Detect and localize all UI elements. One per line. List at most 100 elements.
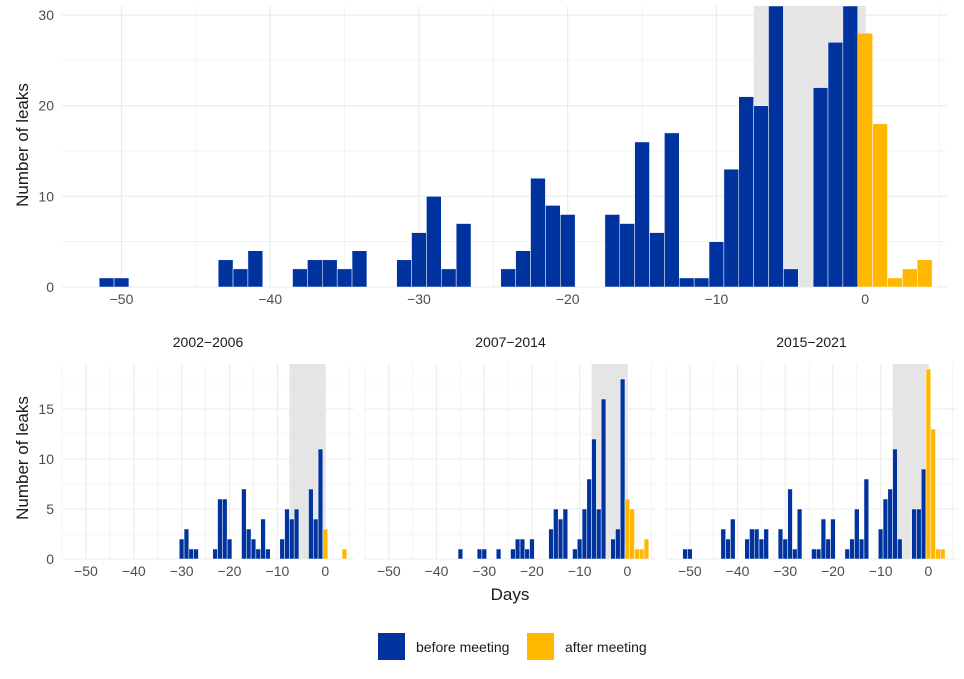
- bar-after-meeting: [634, 548, 640, 560]
- y-tick-label: 20: [38, 98, 54, 114]
- y-axis-title-bottom: Number of leaks: [13, 396, 32, 520]
- bar-before-meeting: [572, 548, 578, 560]
- x-tick-label: −30: [472, 563, 496, 579]
- bar-before-meeting: [753, 105, 769, 288]
- bar-before-meeting: [720, 528, 726, 560]
- bar-before-meeting: [515, 538, 521, 560]
- bar-before-meeting: [351, 250, 368, 288]
- x-tick-label: −10: [266, 563, 290, 579]
- bar-before-meeting: [545, 205, 561, 288]
- bar-before-meeting: [336, 268, 353, 288]
- bar-before-meeting: [679, 277, 695, 288]
- bar-before-meeting: [265, 548, 271, 560]
- bar-after-meeting: [925, 368, 932, 560]
- y-tick-label: 5: [46, 501, 54, 517]
- bar-before-meeting: [510, 548, 516, 560]
- bar-before-meeting: [796, 508, 803, 560]
- x-tick-label: 0: [861, 291, 869, 307]
- bar-before-meeting: [610, 538, 616, 560]
- bar-before-meeting: [396, 259, 412, 288]
- bar-after-meeting: [917, 259, 933, 288]
- legend-swatch-after: [527, 633, 554, 660]
- bar-before-meeting: [892, 448, 898, 560]
- bar-before-meeting: [515, 250, 531, 288]
- bar-before-meeting: [920, 468, 927, 560]
- bar-before-meeting: [782, 538, 788, 560]
- x-tick-label: −10: [568, 563, 592, 579]
- bar-before-meeting: [193, 548, 199, 560]
- bar-before-meeting: [313, 518, 319, 560]
- bar-before-meeting: [226, 538, 233, 560]
- bar-before-meeting: [524, 548, 530, 560]
- bar-before-meeting: [816, 548, 822, 560]
- x-tick-label: 0: [924, 563, 932, 579]
- bar-before-meeting: [723, 168, 740, 288]
- bar-after-meeting: [940, 548, 946, 560]
- y-tick-label: 10: [38, 451, 54, 467]
- bar-before-meeting: [183, 528, 190, 560]
- bar-before-meeting: [664, 132, 680, 288]
- bar-before-meeting: [232, 268, 249, 288]
- bar-before-meeting: [293, 508, 300, 560]
- y-tick-label: 30: [38, 7, 54, 23]
- bar-before-meeting: [241, 488, 247, 560]
- bar-before-meeting: [188, 548, 194, 560]
- bar-before-meeting: [247, 250, 264, 288]
- bar-before-meeting: [529, 538, 535, 560]
- bar-before-meeting: [744, 538, 750, 560]
- bar-before-meeting: [777, 528, 784, 560]
- x-tick-label: −30: [170, 563, 194, 579]
- bar-before-meeting: [749, 528, 755, 560]
- bar-before-meeting: [562, 508, 568, 560]
- bar-before-meeting: [179, 538, 185, 560]
- bar-before-meeting: [634, 141, 650, 288]
- bar-before-meeting: [530, 177, 546, 288]
- x-tick-label: −20: [821, 563, 845, 579]
- bar-before-meeting: [858, 538, 865, 560]
- x-tick-label: −30: [773, 563, 797, 579]
- bar-after-meeting: [341, 548, 348, 560]
- bar-before-meeting: [738, 96, 754, 288]
- x-tick-label: −40: [425, 563, 449, 579]
- bar-before-meeting: [222, 498, 228, 560]
- bar-before-meeting: [682, 548, 688, 560]
- bar-after-meeting: [887, 277, 903, 288]
- bar-after-meeting: [639, 548, 645, 560]
- bar-before-meeting: [619, 378, 626, 560]
- bar-before-meeting: [284, 508, 290, 560]
- bar-before-meeting: [825, 538, 831, 560]
- bar-before-meeting: [255, 548, 261, 560]
- bar-before-meeting: [820, 518, 827, 560]
- bar-before-meeting: [98, 277, 115, 288]
- x-tick-label: −40: [122, 563, 146, 579]
- x-tick-label: −40: [726, 563, 750, 579]
- bar-after-meeting: [624, 498, 631, 560]
- legend-label-after: after meeting: [565, 639, 647, 655]
- legend-label-before: before meeting: [416, 639, 509, 655]
- bar-before-meeting: [693, 277, 710, 288]
- x-tick-label: −50: [678, 563, 702, 579]
- bar-before-meeting: [730, 518, 736, 560]
- panel-2015-2021: −50 −40 −30 −20 −10 0 2015−2021: [665, 334, 957, 579]
- bar-before-meeting: [577, 538, 583, 560]
- bar-before-meeting: [217, 259, 234, 288]
- bar-before-meeting: [500, 268, 516, 288]
- bar-before-meeting: [495, 548, 502, 560]
- panel-all: −50 −40 −30 −20 −10 0 0 10 20 30: [38, 5, 947, 307]
- bar-after-meeting: [872, 123, 888, 288]
- bar-after-meeting: [643, 538, 650, 560]
- bar-before-meeting: [787, 488, 793, 560]
- bar-before-meeting: [307, 259, 323, 288]
- bar-before-meeting: [557, 518, 564, 560]
- facet-title: 2007−2014: [475, 334, 546, 350]
- bar-before-meeting: [426, 196, 442, 288]
- bar-before-meeting: [615, 528, 621, 560]
- bar-before-meeting: [827, 42, 844, 288]
- x-tick-label: −30: [407, 291, 431, 307]
- x-tick-label: −40: [258, 291, 282, 307]
- bar-before-meeting: [411, 232, 427, 288]
- y-tick-label: 0: [46, 551, 54, 567]
- bar-before-meeting: [754, 528, 760, 560]
- bar-before-meeting: [708, 241, 725, 288]
- bar-before-meeting: [279, 538, 285, 560]
